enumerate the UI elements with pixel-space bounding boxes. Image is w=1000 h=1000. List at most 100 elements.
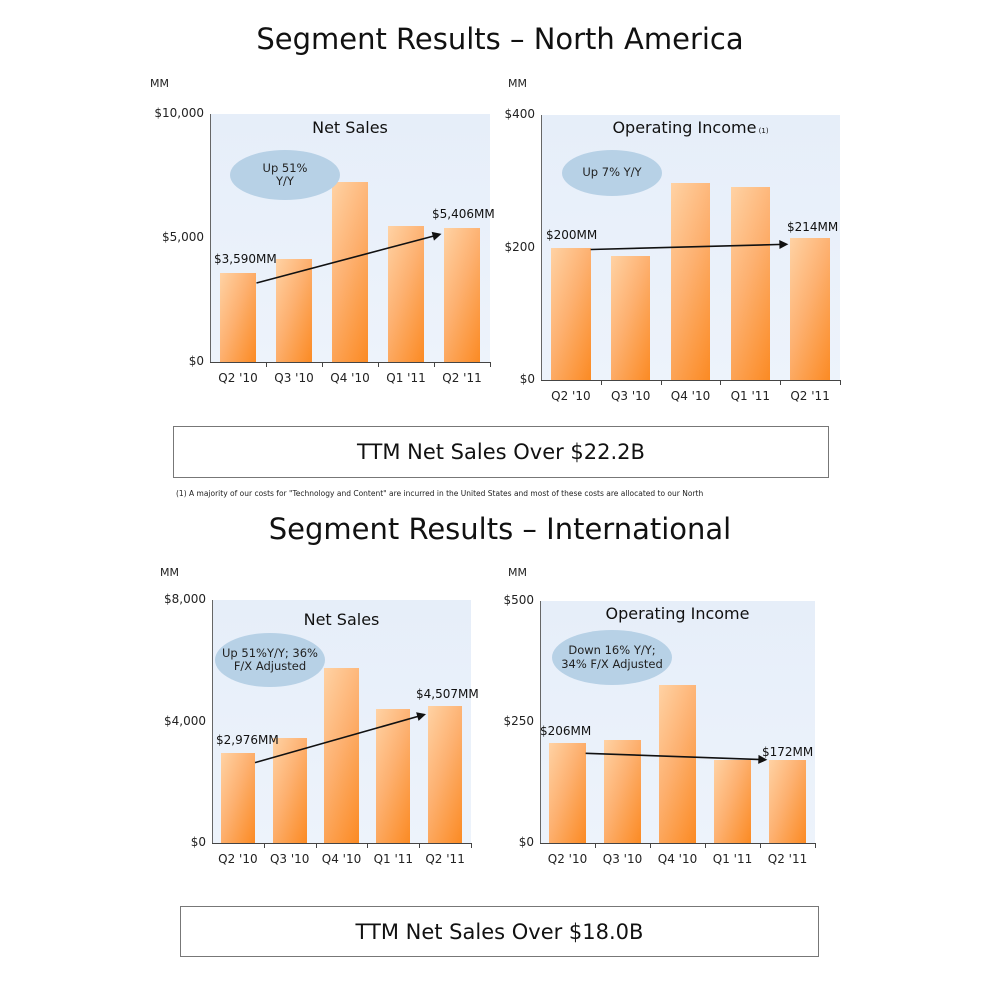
x-tick-mark: [263, 843, 265, 848]
y-tick-label: $8,000: [164, 592, 206, 606]
y-tick-label: $250: [503, 714, 534, 728]
x-tick-label: Q2 '10: [218, 371, 258, 385]
x-tick-mark: [660, 380, 662, 385]
section-title-international: Segment Results – International: [268, 512, 732, 546]
x-tick-label: Q1 '11: [386, 371, 426, 385]
x-tick-label: Q4 '10: [330, 371, 370, 385]
x-tick-label: Q2 '10: [547, 852, 588, 866]
x-tick-mark: [840, 380, 841, 385]
x-tick-label: Q2 '10: [218, 852, 258, 866]
x-tick-mark: [322, 362, 323, 367]
chart-title: Net Sales: [210, 118, 490, 137]
x-axis: [540, 843, 815, 844]
x-tick-mark: [760, 843, 761, 848]
y-tick-label: $400: [504, 107, 535, 121]
chart-title-text: Net Sales: [312, 118, 388, 137]
bar-q111: [730, 186, 771, 380]
end-value-label: $5,406MM: [432, 207, 495, 221]
chart-title: Net Sales: [212, 610, 471, 629]
x-axis: [541, 380, 840, 381]
chart-title-text: Net Sales: [303, 610, 380, 629]
growth-callout: Up 7% Y/Y: [562, 150, 662, 196]
growth-callout: Up 51%Y/Y; 36% F/X Adjusted: [215, 633, 325, 687]
x-tick-mark: [815, 843, 816, 848]
x-tick-label: Q3 '10: [269, 852, 310, 866]
y-tick-label: $10,000: [154, 106, 204, 120]
bar-q211: [443, 227, 481, 362]
bar-q210: [551, 247, 591, 380]
x-tick-mark: [595, 843, 596, 848]
ttm-box-international: TTM Net Sales Over $18.0B: [180, 906, 819, 957]
bar-q310: [604, 739, 641, 843]
x-tick-label: Q2 '11: [425, 852, 465, 866]
bar-q210: [219, 272, 257, 362]
unit-label: MM: [150, 77, 169, 90]
x-tick-mark: [705, 843, 706, 848]
x-tick-mark: [720, 380, 722, 385]
y-tick-label: $0: [519, 372, 535, 386]
x-tick-label: Q3 '10: [274, 371, 314, 385]
y-tick-label: $0: [190, 835, 206, 849]
x-tick-label: Q2 '10: [551, 389, 591, 403]
section-title-north-america: Segment Results – North America: [256, 22, 744, 56]
x-tick-mark: [315, 843, 317, 848]
unit-label: MM: [508, 566, 527, 579]
x-tick-mark: [367, 843, 369, 848]
x-tick-label: Q4 '10: [670, 389, 711, 403]
start-value-label: $2,976MM: [216, 733, 279, 747]
start-value-label: $200MM: [546, 228, 598, 242]
unit-label: MM: [160, 566, 179, 579]
y-axis: [212, 600, 213, 843]
footnote: (1) A majority of our costs for "Technol…: [176, 489, 704, 498]
ttm-box-north-america: TTM Net Sales Over $22.2B: [173, 426, 829, 478]
chart-title: Operating Income (1): [541, 118, 840, 137]
ttm-text: TTM Net Sales Over $22.2B: [357, 440, 645, 464]
y-axis: [540, 601, 541, 843]
start-value-label: $206MM: [540, 724, 592, 738]
end-value-label: $172MM: [762, 745, 814, 759]
x-tick-mark: [600, 380, 602, 385]
bar-q410: [659, 685, 696, 843]
bar-q211: [428, 706, 463, 843]
x-tick-label: Q4 '10: [657, 852, 698, 866]
x-tick-label: Q3 '10: [610, 389, 651, 403]
y-axis: [541, 115, 542, 380]
footnote-ref: (1): [756, 127, 769, 135]
x-tick-label: Q4 '10: [321, 852, 362, 866]
bar-q210: [220, 752, 255, 843]
y-tick-label: $500: [503, 593, 534, 607]
unit-label: MM: [508, 77, 527, 90]
x-tick-label: Q1 '11: [730, 389, 771, 403]
growth-callout-text: Down 16% Y/Y; 34% F/X Adjusted: [561, 643, 663, 671]
growth-callout: Up 51% Y/Y: [230, 150, 340, 200]
bar-q410: [331, 181, 369, 362]
x-axis: [212, 843, 471, 844]
x-tick-label: Q1 '11: [373, 852, 414, 866]
bar-q310: [610, 256, 651, 380]
bar-q111: [714, 760, 751, 843]
start-value-label: $3,590MM: [214, 252, 277, 266]
y-axis: [210, 114, 211, 362]
x-tick-label: Q2 '11: [442, 371, 482, 385]
chart-title: Operating Income: [540, 604, 815, 623]
end-value-label: $4,507MM: [416, 687, 479, 701]
y-tick-label: $0: [518, 835, 534, 849]
x-tick-mark: [650, 843, 651, 848]
bar-q111: [376, 709, 411, 843]
x-tick-label: Q1 '11: [712, 852, 753, 866]
growth-callout-text: Up 7% Y/Y: [582, 165, 642, 180]
bar-q410: [670, 183, 711, 380]
growth-callout: Down 16% Y/Y; 34% F/X Adjusted: [552, 630, 672, 685]
x-axis: [210, 362, 490, 363]
y-tick-label: $5,000: [162, 230, 204, 244]
bar-q211: [790, 238, 830, 380]
x-tick-label: Q2 '11: [790, 389, 830, 403]
x-tick-mark: [419, 843, 421, 848]
chart-title-text: Operating Income: [605, 604, 750, 623]
growth-callout-text: Up 51%Y/Y; 36% F/X Adjusted: [222, 645, 318, 673]
y-tick-label: $200: [504, 239, 535, 254]
x-tick-mark: [471, 843, 472, 848]
